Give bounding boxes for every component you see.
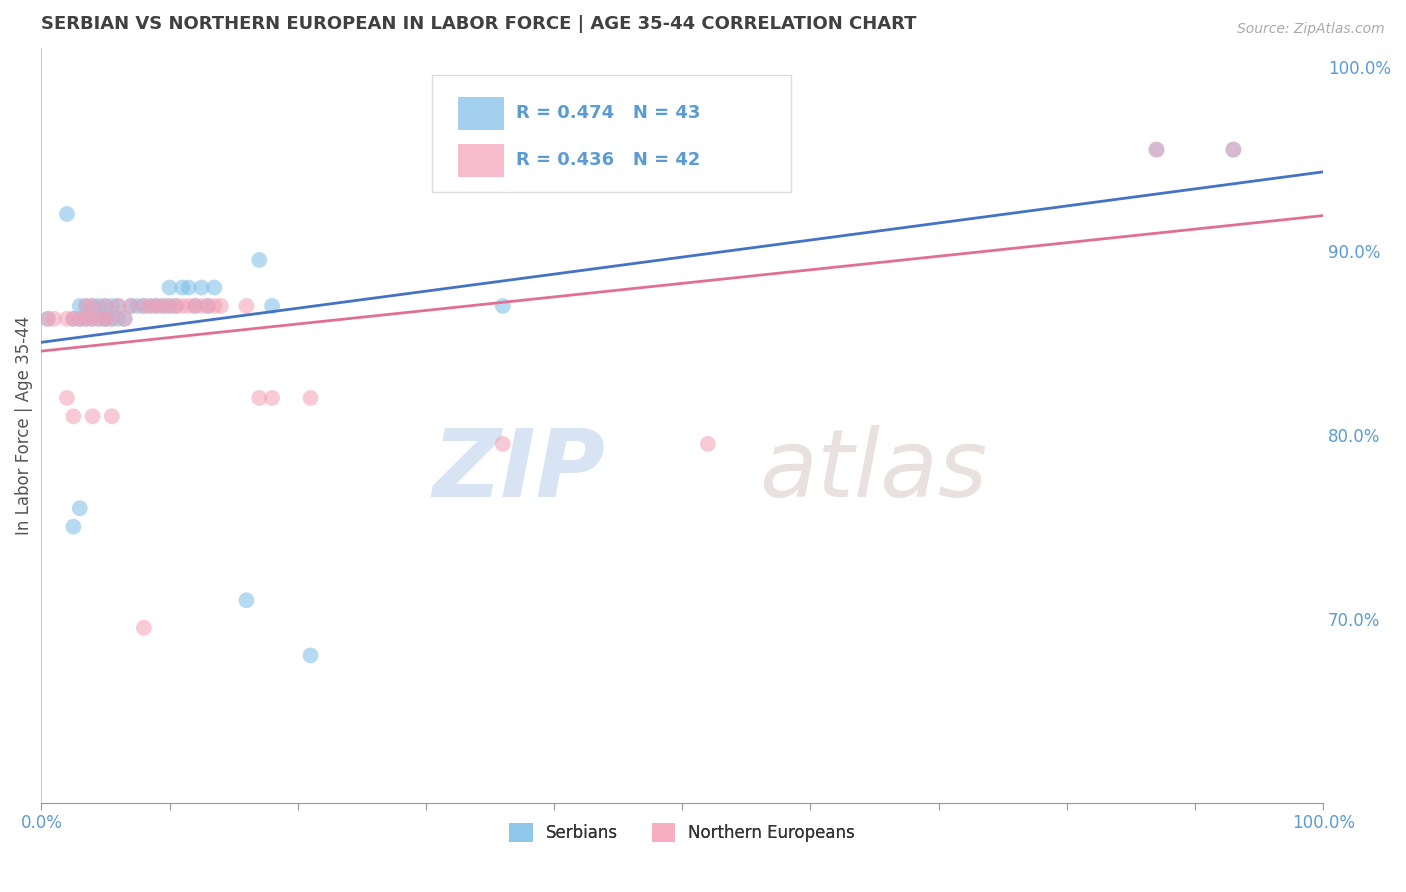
Point (87, 311, 110, 326)
Point (75, 311, 97, 326)
Point (107, 299, 129, 313)
Point (62, 519, 84, 533)
Point (139, 299, 162, 313)
Point (165, 299, 187, 313)
Point (492, 299, 515, 313)
Y-axis label: In Labor Force | Age 35-44: In Labor Force | Age 35-44 (15, 316, 32, 535)
FancyBboxPatch shape (458, 144, 505, 177)
Point (94, 311, 117, 326)
Point (82, 299, 104, 313)
Point (101, 311, 124, 326)
Point (1146, 143, 1168, 157)
Point (190, 280, 212, 294)
FancyBboxPatch shape (432, 75, 792, 192)
Point (165, 299, 187, 313)
Point (87, 299, 110, 313)
Point (62, 311, 84, 326)
Point (197, 299, 219, 313)
Text: R = 0.436   N = 42: R = 0.436 N = 42 (516, 152, 700, 169)
Point (82, 311, 104, 326)
Point (120, 299, 142, 313)
Point (152, 299, 174, 313)
Point (235, 299, 257, 313)
Point (145, 299, 167, 313)
Point (82, 311, 104, 326)
Point (184, 299, 207, 313)
Point (1146, 143, 1168, 157)
Point (94, 299, 117, 313)
Point (159, 299, 181, 313)
Point (107, 311, 129, 326)
Point (75, 299, 97, 313)
Point (94, 299, 117, 313)
Point (177, 280, 200, 294)
Text: atlas: atlas (759, 425, 987, 516)
Point (69, 311, 91, 326)
Point (94, 311, 117, 326)
Point (247, 391, 270, 405)
Point (82, 409, 104, 424)
Text: SERBIAN VS NORTHERN EUROPEAN IN LABOR FORCE | AGE 35-44 CORRELATION CHART: SERBIAN VS NORTHERN EUROPEAN IN LABOR FO… (41, 15, 917, 33)
Point (107, 299, 129, 313)
Point (94, 311, 117, 326)
Point (159, 280, 181, 294)
Legend: Serbians, Northern Europeans: Serbians, Northern Europeans (503, 816, 862, 848)
Point (114, 311, 136, 326)
Point (184, 299, 207, 313)
Point (247, 252, 270, 267)
Text: Source: ZipAtlas.com: Source: ZipAtlas.com (1237, 22, 1385, 37)
Point (56, 207, 79, 221)
Point (127, 299, 149, 313)
Point (1222, 143, 1244, 157)
Point (209, 299, 232, 313)
Point (62, 311, 84, 326)
Point (82, 299, 104, 313)
Point (202, 280, 225, 294)
Point (56, 391, 79, 405)
Point (172, 280, 194, 294)
Point (69, 501, 91, 516)
Text: R = 0.474   N = 43: R = 0.474 N = 43 (516, 104, 700, 122)
Point (152, 299, 174, 313)
Point (260, 299, 283, 313)
Text: ZIP: ZIP (433, 425, 606, 516)
Point (492, 437, 515, 451)
Point (145, 299, 167, 313)
Point (132, 621, 155, 635)
Point (101, 299, 124, 313)
Point (132, 299, 155, 313)
Point (37, 311, 59, 326)
Point (197, 299, 219, 313)
Point (235, 593, 257, 607)
Point (299, 391, 322, 405)
Point (190, 299, 212, 313)
Point (75, 299, 97, 313)
FancyBboxPatch shape (458, 97, 505, 130)
Point (120, 299, 142, 313)
Point (1222, 143, 1244, 157)
Point (101, 409, 124, 424)
Point (696, 437, 718, 451)
Point (159, 299, 181, 313)
Point (260, 391, 283, 405)
Point (44, 311, 66, 326)
Point (101, 311, 124, 326)
Point (37, 311, 59, 326)
Point (62, 409, 84, 424)
Point (114, 311, 136, 326)
Point (69, 299, 91, 313)
Point (132, 299, 155, 313)
Point (69, 311, 91, 326)
Point (87, 311, 110, 326)
Point (139, 299, 162, 313)
Point (202, 299, 225, 313)
Point (56, 311, 79, 326)
Point (177, 299, 200, 313)
Point (172, 299, 194, 313)
Point (75, 311, 97, 326)
Point (299, 648, 322, 663)
